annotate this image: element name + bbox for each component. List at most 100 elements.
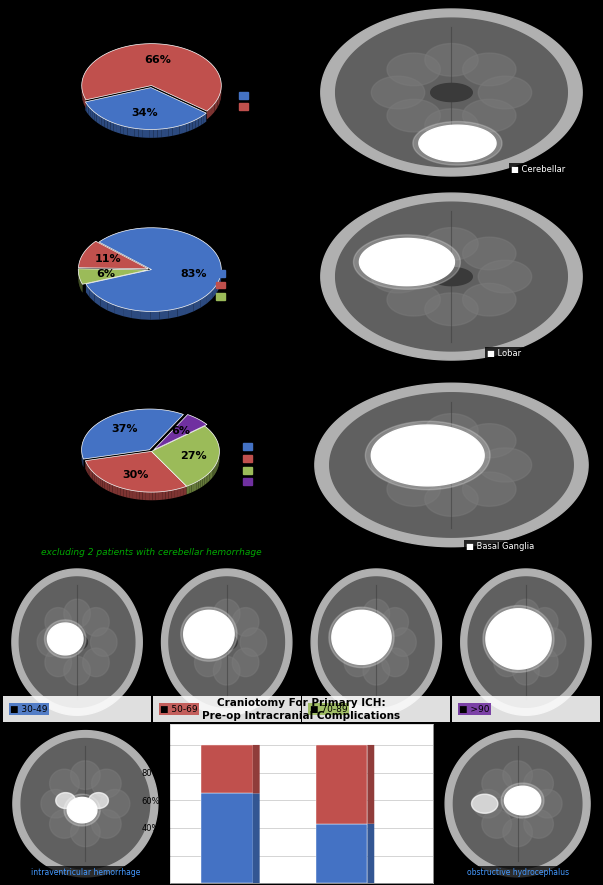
Text: 11%: 11% xyxy=(95,254,121,265)
Polygon shape xyxy=(83,608,109,636)
Bar xyxy=(3,696,151,721)
Polygon shape xyxy=(95,294,101,306)
Polygon shape xyxy=(195,608,221,636)
Polygon shape xyxy=(102,117,104,127)
Polygon shape xyxy=(90,627,117,657)
Polygon shape xyxy=(45,620,86,658)
Text: ■ >90: ■ >90 xyxy=(459,704,490,713)
Polygon shape xyxy=(216,461,218,471)
Polygon shape xyxy=(206,474,208,484)
Polygon shape xyxy=(344,648,371,677)
Polygon shape xyxy=(78,269,148,284)
Polygon shape xyxy=(130,490,133,499)
Polygon shape xyxy=(425,109,478,142)
Polygon shape xyxy=(94,473,96,483)
Polygon shape xyxy=(524,769,554,797)
Polygon shape xyxy=(315,383,588,547)
Polygon shape xyxy=(150,129,154,138)
Polygon shape xyxy=(189,484,192,494)
Polygon shape xyxy=(12,569,142,715)
Polygon shape xyxy=(344,608,371,636)
Polygon shape xyxy=(89,106,90,117)
Polygon shape xyxy=(93,472,94,481)
Polygon shape xyxy=(482,769,511,797)
Polygon shape xyxy=(431,456,472,474)
Polygon shape xyxy=(87,104,89,114)
Text: 34%: 34% xyxy=(131,108,157,119)
Polygon shape xyxy=(478,76,532,109)
Polygon shape xyxy=(132,310,141,319)
Polygon shape xyxy=(101,298,107,311)
Polygon shape xyxy=(156,492,159,500)
Polygon shape xyxy=(21,739,150,869)
Polygon shape xyxy=(110,483,112,493)
Polygon shape xyxy=(240,627,267,657)
Polygon shape xyxy=(425,293,478,326)
Polygon shape xyxy=(336,18,567,167)
Bar xyxy=(452,696,600,721)
Polygon shape xyxy=(45,608,72,636)
Polygon shape xyxy=(121,125,124,135)
Bar xyxy=(201,745,253,793)
Polygon shape xyxy=(186,122,189,132)
Polygon shape xyxy=(151,426,219,486)
Polygon shape xyxy=(201,295,207,308)
Polygon shape xyxy=(431,83,472,102)
Polygon shape xyxy=(219,91,221,104)
Polygon shape xyxy=(127,489,130,498)
Polygon shape xyxy=(37,627,64,657)
Polygon shape xyxy=(142,492,146,500)
Bar xyxy=(201,793,253,883)
Polygon shape xyxy=(478,260,532,293)
Polygon shape xyxy=(453,739,582,869)
Polygon shape xyxy=(195,648,221,677)
Polygon shape xyxy=(90,289,95,302)
Polygon shape xyxy=(104,119,107,128)
Polygon shape xyxy=(124,127,127,135)
Polygon shape xyxy=(159,491,162,500)
Polygon shape xyxy=(513,599,539,627)
Polygon shape xyxy=(184,611,234,658)
Polygon shape xyxy=(217,95,219,108)
Polygon shape xyxy=(363,657,390,685)
Polygon shape xyxy=(387,53,440,86)
Polygon shape xyxy=(321,9,582,176)
Polygon shape xyxy=(86,88,206,129)
Polygon shape xyxy=(86,284,90,297)
Polygon shape xyxy=(212,468,213,478)
Text: ■ Basal Ganglia: ■ Basal Ganglia xyxy=(466,542,535,550)
Legend: Left, Right: Left, Right xyxy=(236,88,283,116)
Legend: Basal Ganglia, Lobar, Cerebellar: Basal Ganglia, Lobar, Cerebellar xyxy=(212,266,298,305)
Polygon shape xyxy=(445,731,590,877)
Bar xyxy=(302,696,450,721)
Polygon shape xyxy=(115,486,118,495)
Title: Craniotomy for Primary ICH:
Anatomical Location: Craniotomy for Primary ICH: Anatomical L… xyxy=(45,153,257,182)
Polygon shape xyxy=(103,480,105,489)
Polygon shape xyxy=(336,627,363,657)
Polygon shape xyxy=(81,409,183,459)
Polygon shape xyxy=(89,793,109,809)
Polygon shape xyxy=(336,202,567,351)
Polygon shape xyxy=(180,125,183,135)
Polygon shape xyxy=(64,657,90,685)
Bar xyxy=(153,696,301,721)
Polygon shape xyxy=(494,608,520,636)
Polygon shape xyxy=(100,789,130,818)
Text: 66%: 66% xyxy=(145,55,172,65)
Polygon shape xyxy=(219,274,221,289)
Polygon shape xyxy=(189,121,193,131)
Polygon shape xyxy=(110,122,113,131)
Polygon shape xyxy=(204,113,206,123)
Polygon shape xyxy=(96,114,99,124)
Text: excluding 2 patients with cerebellar hemorrhage: excluding 2 patients with cerebellar hem… xyxy=(41,548,262,557)
Polygon shape xyxy=(463,472,516,506)
Polygon shape xyxy=(203,477,204,487)
Polygon shape xyxy=(87,465,89,474)
Polygon shape xyxy=(359,238,455,286)
Polygon shape xyxy=(486,627,513,657)
Polygon shape xyxy=(367,824,374,883)
Polygon shape xyxy=(213,657,240,685)
Polygon shape xyxy=(84,96,86,108)
Text: 83%: 83% xyxy=(181,269,207,280)
Polygon shape xyxy=(99,116,102,126)
